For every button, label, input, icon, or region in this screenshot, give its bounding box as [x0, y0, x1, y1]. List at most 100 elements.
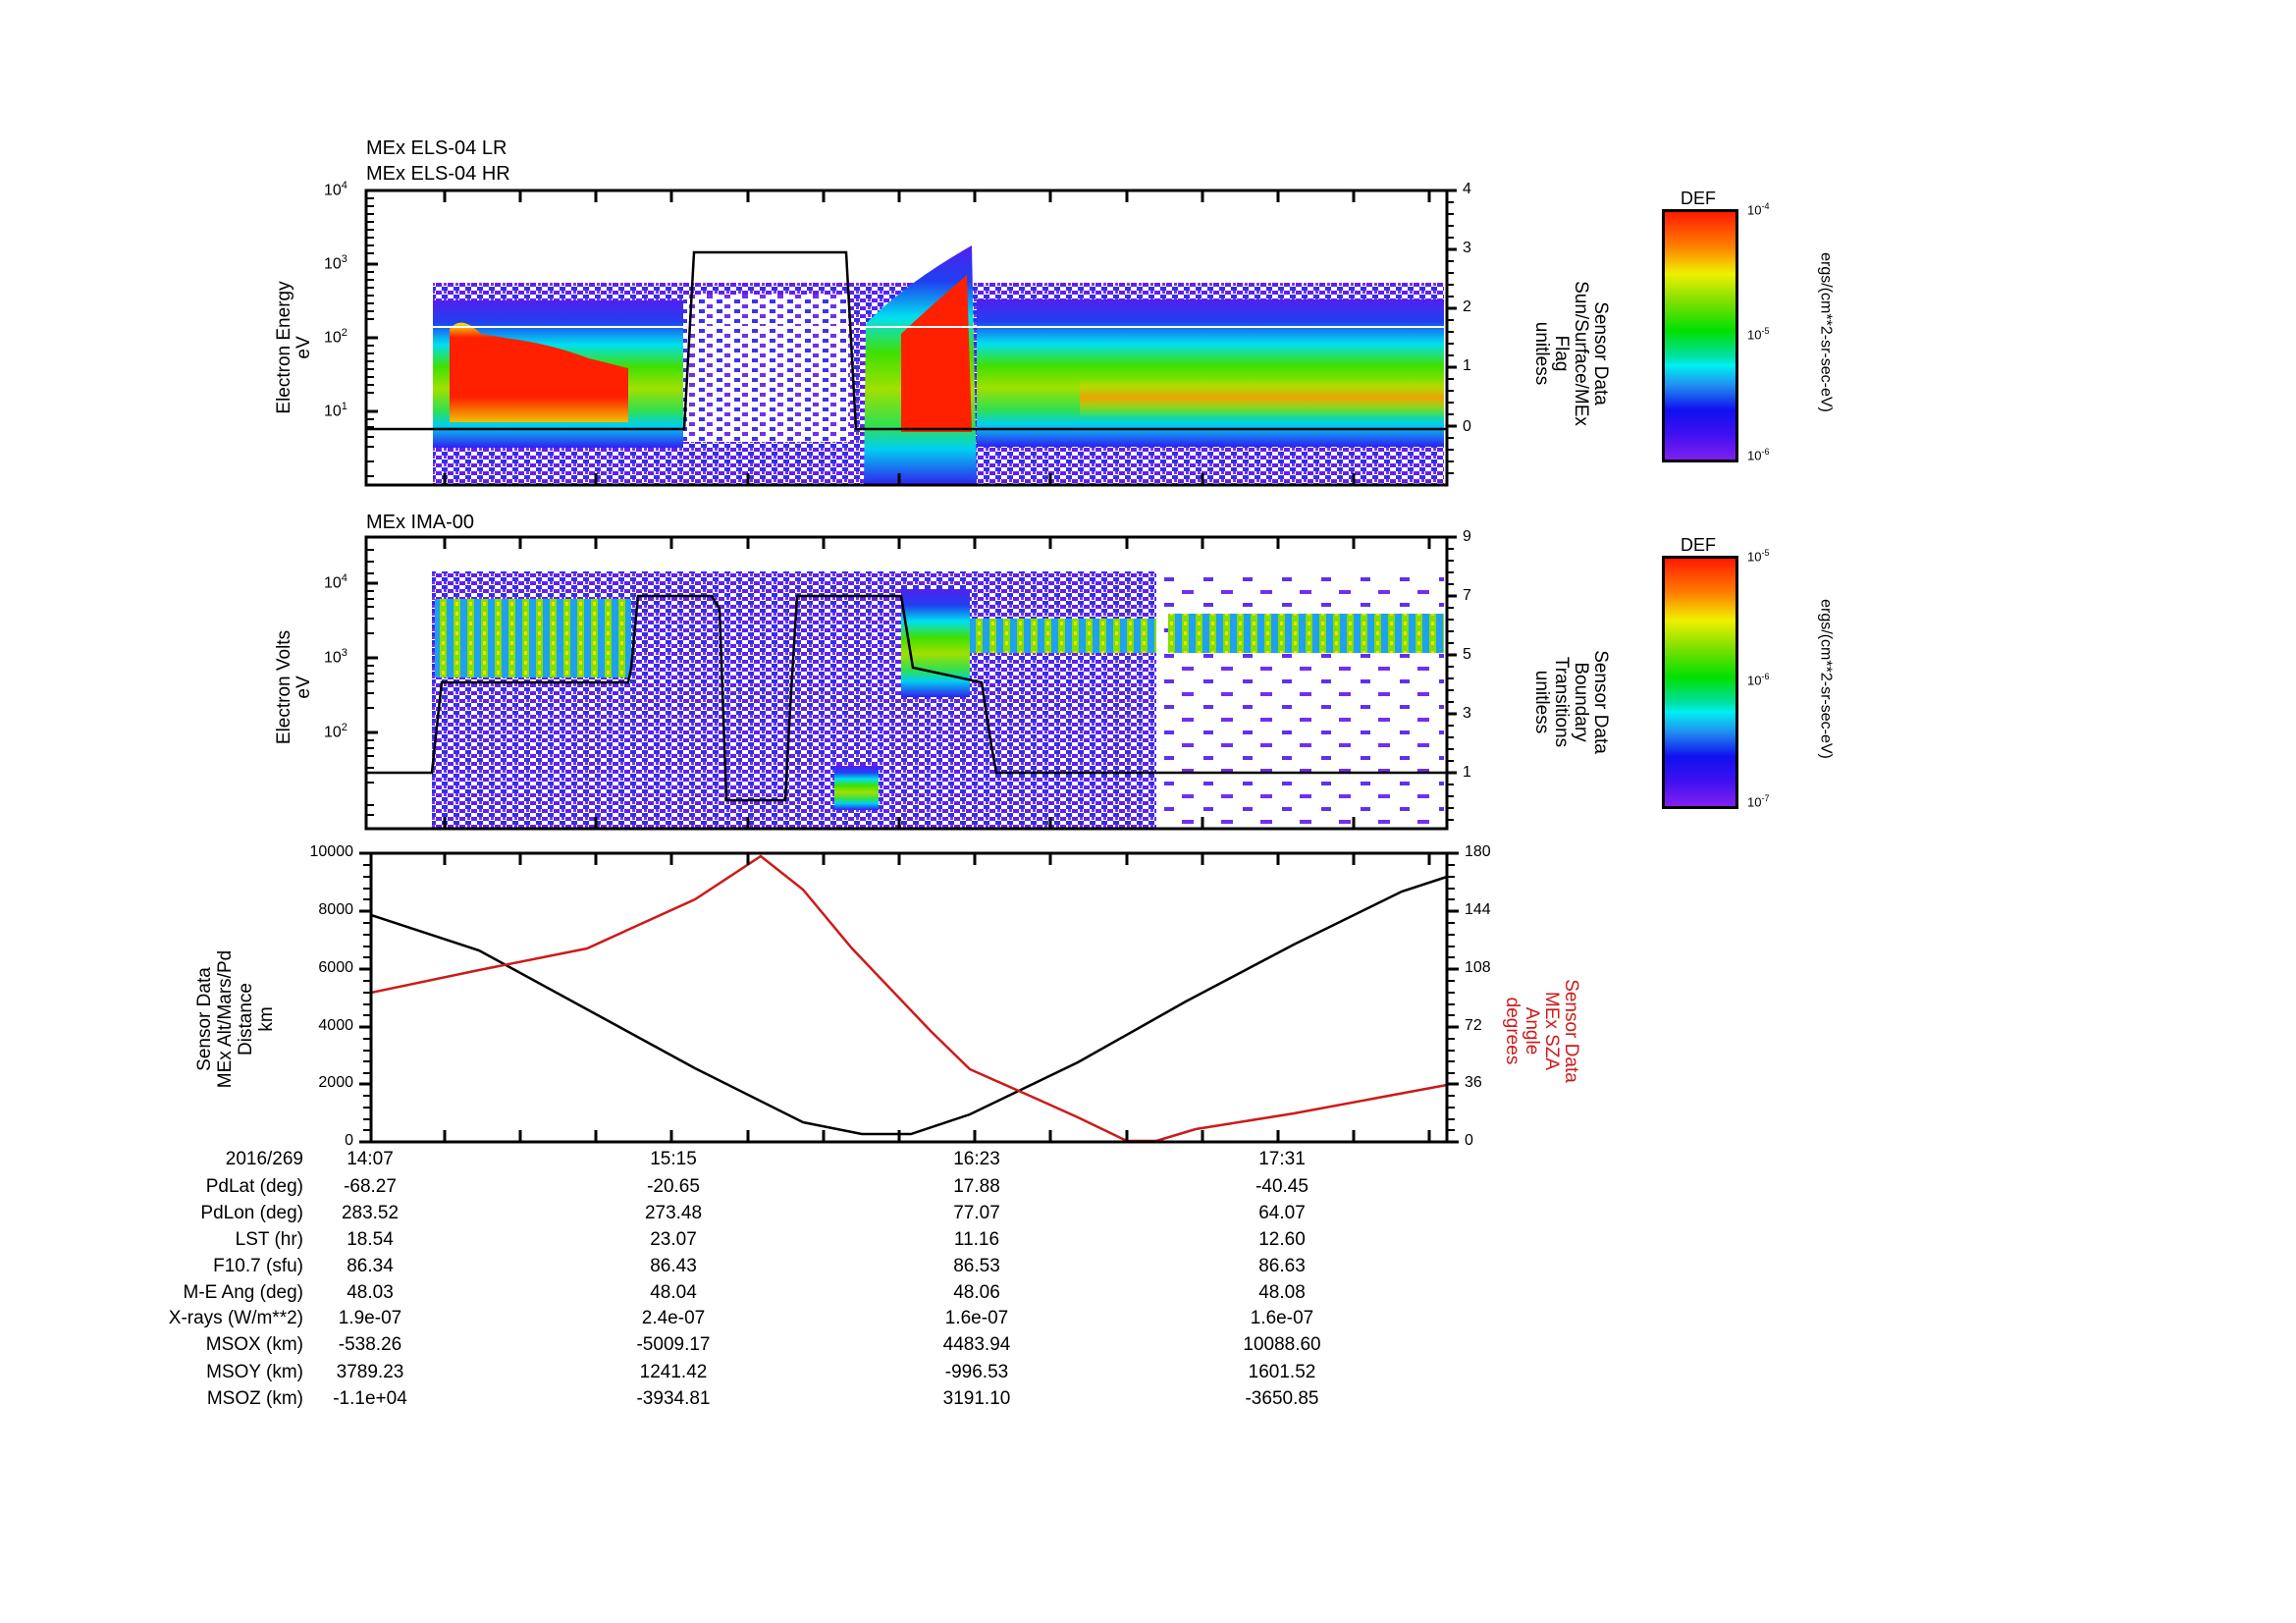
table-label: MSOX (km) [205, 1334, 303, 1355]
panel3-lines [370, 854, 1448, 1143]
panel2-title: MEx IMA-00 [366, 512, 475, 533]
table-cell: 17.88 [953, 1176, 1000, 1197]
table-cell: -20.65 [647, 1176, 700, 1197]
table-label: LST (hr) [235, 1229, 303, 1250]
table-cell: 15:15 [650, 1149, 697, 1169]
table-cell: 48.03 [347, 1282, 394, 1303]
colorbar1-mid-label: 10-5 [1747, 326, 1770, 343]
colorbar2-top-label: 10-5 [1747, 548, 1770, 565]
panel3-y2tick: 108 [1465, 959, 1491, 976]
panel1-y2label: Sensor Data Sun/Surface/MEx Flag unitless [1531, 281, 1611, 426]
panel2-frame [364, 535, 1449, 831]
table-cell: -5009.17 [636, 1334, 711, 1355]
table-cell: 86.63 [1258, 1256, 1306, 1276]
table-cell: -40.45 [1255, 1176, 1308, 1197]
table-cell: -68.27 [344, 1176, 397, 1197]
table-label: PdLon (deg) [200, 1203, 303, 1223]
table-cell: -3650.85 [1245, 1388, 1319, 1409]
panel3-ytick: 8000 [318, 901, 353, 918]
colorbar1-title: DEF [1681, 189, 1716, 208]
panel3-frame [369, 851, 1449, 1144]
panel1-y2tick: 4 [1463, 181, 1471, 197]
table-cell: 1601.52 [1248, 1362, 1316, 1382]
panel1-y2tick: 0 [1463, 418, 1471, 435]
table-cell: 1241.42 [639, 1362, 708, 1382]
table-cell: -538.26 [338, 1334, 402, 1355]
table-label: X-rays (W/m**2) [168, 1308, 303, 1328]
table-cell: 3191.10 [942, 1388, 1011, 1409]
table-cell: 283.52 [341, 1203, 400, 1223]
panel2-ytick-1e2: 102 [324, 722, 347, 741]
table-cell: 1.6e-07 [1250, 1308, 1314, 1328]
panel2-heatmap [366, 571, 1447, 829]
panel2-ytick-1e3: 103 [324, 647, 347, 667]
panel2-ytick-1e4: 104 [324, 572, 347, 592]
panel1-ytick-1e3: 103 [324, 253, 347, 273]
panel3-y2tick: 36 [1465, 1074, 1482, 1091]
colorbar2-mid-label: 10-6 [1747, 672, 1770, 688]
panel2-y2tick: 1 [1463, 764, 1471, 781]
table-cell: 86.53 [953, 1256, 1000, 1276]
table-cell: -3934.81 [636, 1388, 711, 1409]
table-cell: 14:07 [347, 1149, 394, 1169]
x-major-ticks [443, 190, 1431, 1142]
panel1-ytick-1e1: 101 [324, 401, 347, 420]
panel3-ytick: 0 [345, 1132, 353, 1149]
colorbar1 [1662, 209, 1738, 462]
panel3-y2tick: 72 [1465, 1017, 1482, 1034]
table-cell: 10088.60 [1243, 1334, 1321, 1355]
table-cell: -1.1e+04 [333, 1388, 407, 1409]
panel1-ylabel: Electron Energy eV [274, 281, 314, 414]
table-label: F10.7 (sfu) [213, 1256, 303, 1276]
panel3-ytick: 2000 [318, 1074, 353, 1091]
panel2-y2label: Sensor Data Boundary Transitions unitless [1531, 650, 1611, 754]
panel3-y2tick: 0 [1465, 1132, 1473, 1149]
panel3-y2label: Sensor Data MEx SZA Angle degrees [1502, 979, 1581, 1083]
table-cell: 86.34 [347, 1256, 394, 1276]
table-cell: 23.07 [650, 1229, 697, 1250]
panel2-y2tick: 3 [1463, 705, 1471, 722]
panel1-title-lr: MEx ELS-04 LR [366, 137, 507, 159]
colorbar1-units: ergs/(cm**2-sr-sec-eV) [1817, 252, 1835, 412]
y-minor-ticks [363, 197, 1455, 1131]
table-cell: 48.04 [650, 1282, 697, 1303]
panel1-heatmap [366, 245, 1447, 485]
table-cell: 2.4e-07 [641, 1308, 706, 1328]
panel2-ylabel: Electron Volts eV [274, 629, 314, 745]
panel1-y2tick: 3 [1463, 240, 1471, 256]
table-label: M-E Ang (deg) [183, 1282, 304, 1303]
table-cell: -996.53 [944, 1362, 1009, 1382]
panel1-title-hr: MEx ELS-04 HR [366, 163, 510, 185]
panel1-y2tick: 2 [1463, 298, 1471, 315]
panel3-ytick: 10000 [309, 843, 354, 860]
table-cell: 77.07 [953, 1203, 1000, 1223]
table-cell: 16:23 [953, 1149, 1000, 1169]
panel3-ytick: 6000 [318, 959, 353, 976]
table-cell: 11.16 [953, 1229, 1000, 1250]
panel3-ylabel: Sensor Data MEx Alt/Mars/Pd Distance km [194, 949, 277, 1089]
table-cell: 3789.23 [336, 1362, 404, 1382]
panel1-y2tick: 1 [1463, 357, 1471, 374]
panel3-y2tick: 144 [1465, 901, 1491, 918]
sza-line [370, 854, 1448, 1143]
colorbar2 [1662, 556, 1738, 809]
table-label: PdLat (deg) [205, 1176, 303, 1197]
table-cell: 12.60 [1258, 1229, 1306, 1250]
table-cell: 64.07 [1258, 1203, 1306, 1223]
colorbar2-title: DEF [1681, 535, 1716, 555]
colorbar2-units: ergs/(cm**2-sr-sec-eV) [1817, 599, 1835, 759]
panel1-ytick-1e4: 104 [324, 180, 347, 199]
table-cell: 17:31 [1258, 1149, 1306, 1169]
table-cell: 273.48 [644, 1203, 703, 1223]
table-cell: 86.43 [650, 1256, 697, 1276]
table-cell: 1.6e-07 [944, 1308, 1009, 1328]
panel3-y2tick: 180 [1465, 843, 1491, 860]
table-cell: 18.54 [347, 1229, 394, 1250]
panel3-ytick: 4000 [318, 1017, 353, 1034]
table-label: MSOY (km) [206, 1362, 303, 1382]
table-cell: 1.9e-07 [338, 1308, 402, 1328]
table-cell: 48.08 [1258, 1282, 1306, 1303]
table-label-date: 2016/269 [225, 1149, 303, 1169]
colorbar1-top-label: 10-4 [1747, 201, 1770, 218]
